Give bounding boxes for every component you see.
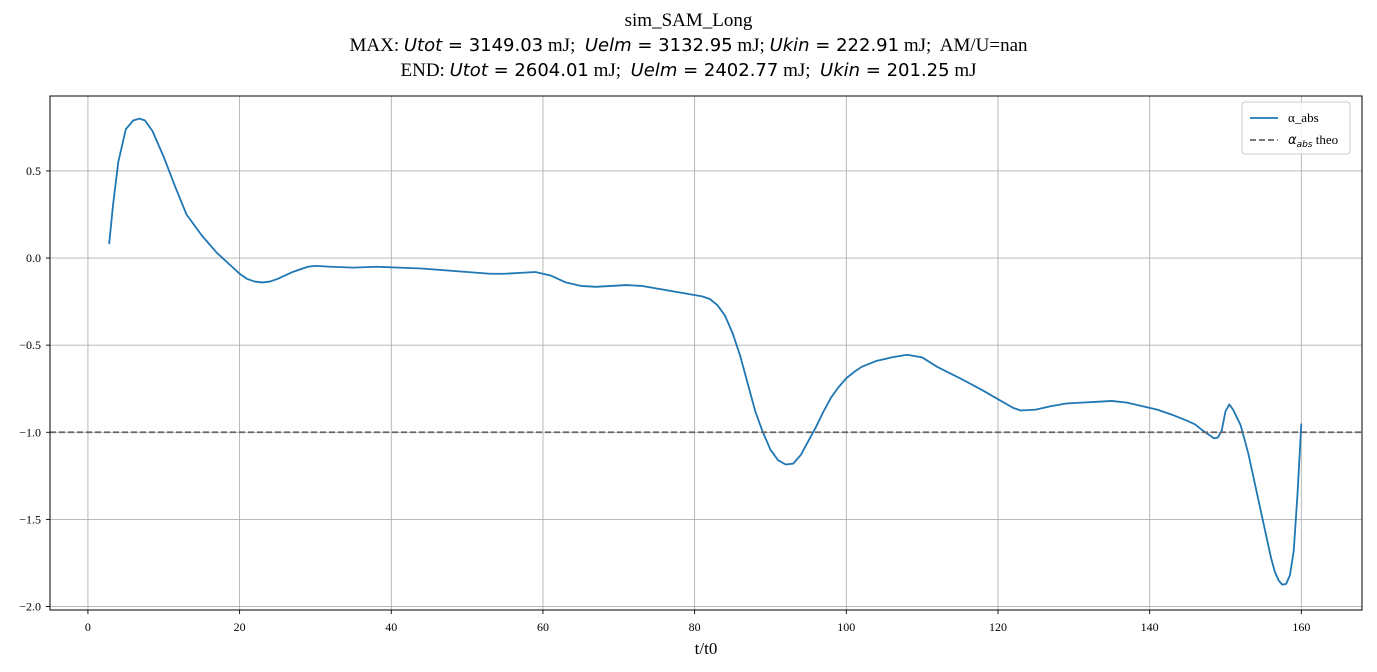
chart-title: sim_SAM_Long [624,10,753,31]
max-ukin: Ukin = 222.91 [769,35,900,56]
max-utot: Utot = 3149.03 [403,35,544,56]
end-ukin: Ukin = 201.25 [820,60,950,81]
y-tick-label: 0.5 [26,164,41,178]
end-prefix: END: [400,60,450,81]
max-unit2: mJ; [732,35,770,56]
end-energy-line: END: Utot = 2604.01 mJ; Uelm = 2402.77 m… [0,58,1377,83]
end-unit3: mJ [949,60,977,81]
end-unit1: mJ; [588,60,631,81]
x-tick-label: 100 [837,620,855,634]
x-tick-label: 20 [234,620,246,634]
legend: α_abs αabs theo [1241,101,1351,155]
x-tick-label: 0 [85,620,91,634]
x-tick-label: 60 [537,620,549,634]
chart-title-block: sim_SAM_Long MAX: Utot = 3149.03 mJ; Uel… [0,8,1377,83]
end-uelm: Uelm = 2402.77 [630,60,779,81]
end-unit2: mJ; [778,60,821,81]
y-tick-label: −1.0 [19,425,41,439]
x-tick-label: 140 [1141,620,1159,634]
max-uelm: Uelm = 3132.95 [584,35,733,56]
x-axis-label: t/t0 [695,639,718,658]
y-tick-label: −1.5 [19,512,41,526]
series-layer [50,117,1362,586]
y-tick-label: −2.0 [19,600,41,614]
max-unit3: mJ; AM/U=nan [899,35,1028,56]
y-tick-label: −0.5 [19,338,41,352]
end-utot: Utot = 2604.01 [449,60,589,81]
legend-box [1241,101,1351,155]
max-energy-line: MAX: Utot = 3149.03 mJ; Uelm = 3132.95 m… [0,33,1377,58]
x-tick-label: 40 [385,620,397,634]
grid-lines [50,96,1362,610]
legend-label-alpha-abs: α_abs [1288,110,1319,125]
axis-ticks: 0 20 40 60 80 100 120 140 160 0.5 0.0 −0.5 −1.0 −1.5 −… [19,164,1310,634]
x-tick-label: 160 [1292,620,1310,634]
legend-label-alpha-abs-theo: αabs theo [1288,132,1338,150]
y-tick-label: 0.0 [26,251,41,265]
series-alpha-abs [108,117,1303,586]
plot-frame [49,95,1363,611]
x-tick-label: 80 [689,620,701,634]
max-prefix: MAX: [349,35,404,56]
max-unit1: mJ; [543,35,585,56]
x-tick-label: 120 [989,620,1007,634]
